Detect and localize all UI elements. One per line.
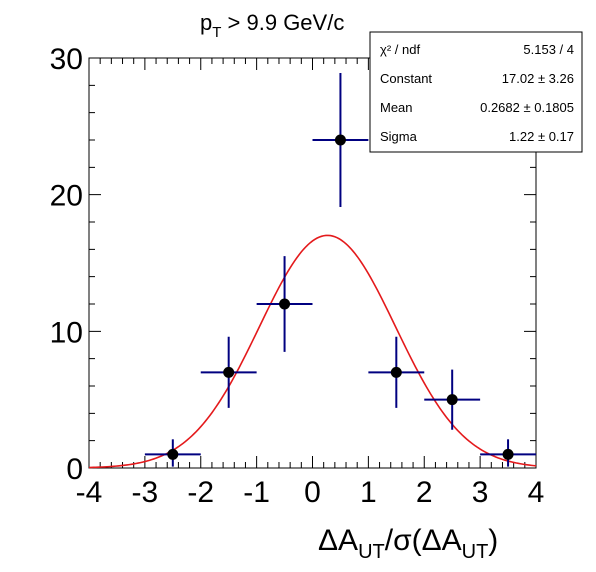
data-point [480, 439, 536, 467]
x-axis-label: ΔAUT/σ(ΔAUT) [318, 524, 498, 563]
x-tick-label: 0 [304, 476, 321, 509]
stats-box: χ² / ndf 5.153 / 4 Constant 17.02 ± 3.26… [369, 31, 583, 153]
x-tick-label: -2 [187, 476, 214, 509]
marker [167, 448, 179, 460]
stats-row-sigma: Sigma 1.22 ± 0.17 [380, 129, 574, 144]
y-tick-labels: 0 10 20 30 [50, 43, 83, 486]
data-point [424, 369, 481, 430]
data-point [368, 336, 425, 408]
marker [334, 134, 346, 146]
marker [223, 366, 235, 378]
x-tick-label: -4 [76, 476, 103, 509]
stats-label: Constant [380, 71, 432, 86]
stats-label: Sigma [380, 129, 418, 144]
stats-label: Mean [380, 100, 413, 115]
fit-curve [88, 234, 537, 469]
x-tick-label: -1 [243, 476, 270, 509]
stats-value: 0.2682 ± 0.1805 [480, 100, 574, 115]
stats-row-mean: Mean 0.2682 ± 0.1805 [380, 100, 574, 115]
marker [446, 394, 458, 406]
stats-value: 5.153 / 4 [523, 42, 574, 57]
x-tick-label: 1 [360, 476, 377, 509]
y-tick-label: 30 [50, 43, 83, 76]
stats-row-constant: Constant 17.02 ± 3.26 [380, 71, 574, 86]
stats-value: 17.02 ± 3.26 [502, 71, 574, 86]
stats-value: 1.22 ± 0.17 [509, 129, 574, 144]
chart-title: pT > 9.9 GeV/c [200, 10, 344, 41]
x-tick-labels: -4 -3 -2 -1 0 1 2 3 4 [76, 476, 545, 509]
data-point [256, 256, 313, 352]
data-point [200, 336, 257, 408]
stats-label: χ² / ndf [380, 42, 420, 57]
data-points [144, 73, 536, 467]
y-tick-label: 10 [50, 316, 83, 349]
x-tick-label: 3 [472, 476, 489, 509]
x-tick-label: 2 [416, 476, 433, 509]
marker [390, 366, 402, 378]
data-point [312, 73, 369, 207]
x-tick-label: 4 [528, 476, 545, 509]
data-point [144, 439, 201, 467]
x-tick-label: -3 [132, 476, 159, 509]
marker [279, 298, 291, 310]
y-tick-label: 20 [50, 180, 83, 213]
y-tick-label: 0 [66, 453, 83, 486]
stats-row-chi2: χ² / ndf 5.153 / 4 [380, 42, 574, 57]
marker [502, 448, 514, 460]
